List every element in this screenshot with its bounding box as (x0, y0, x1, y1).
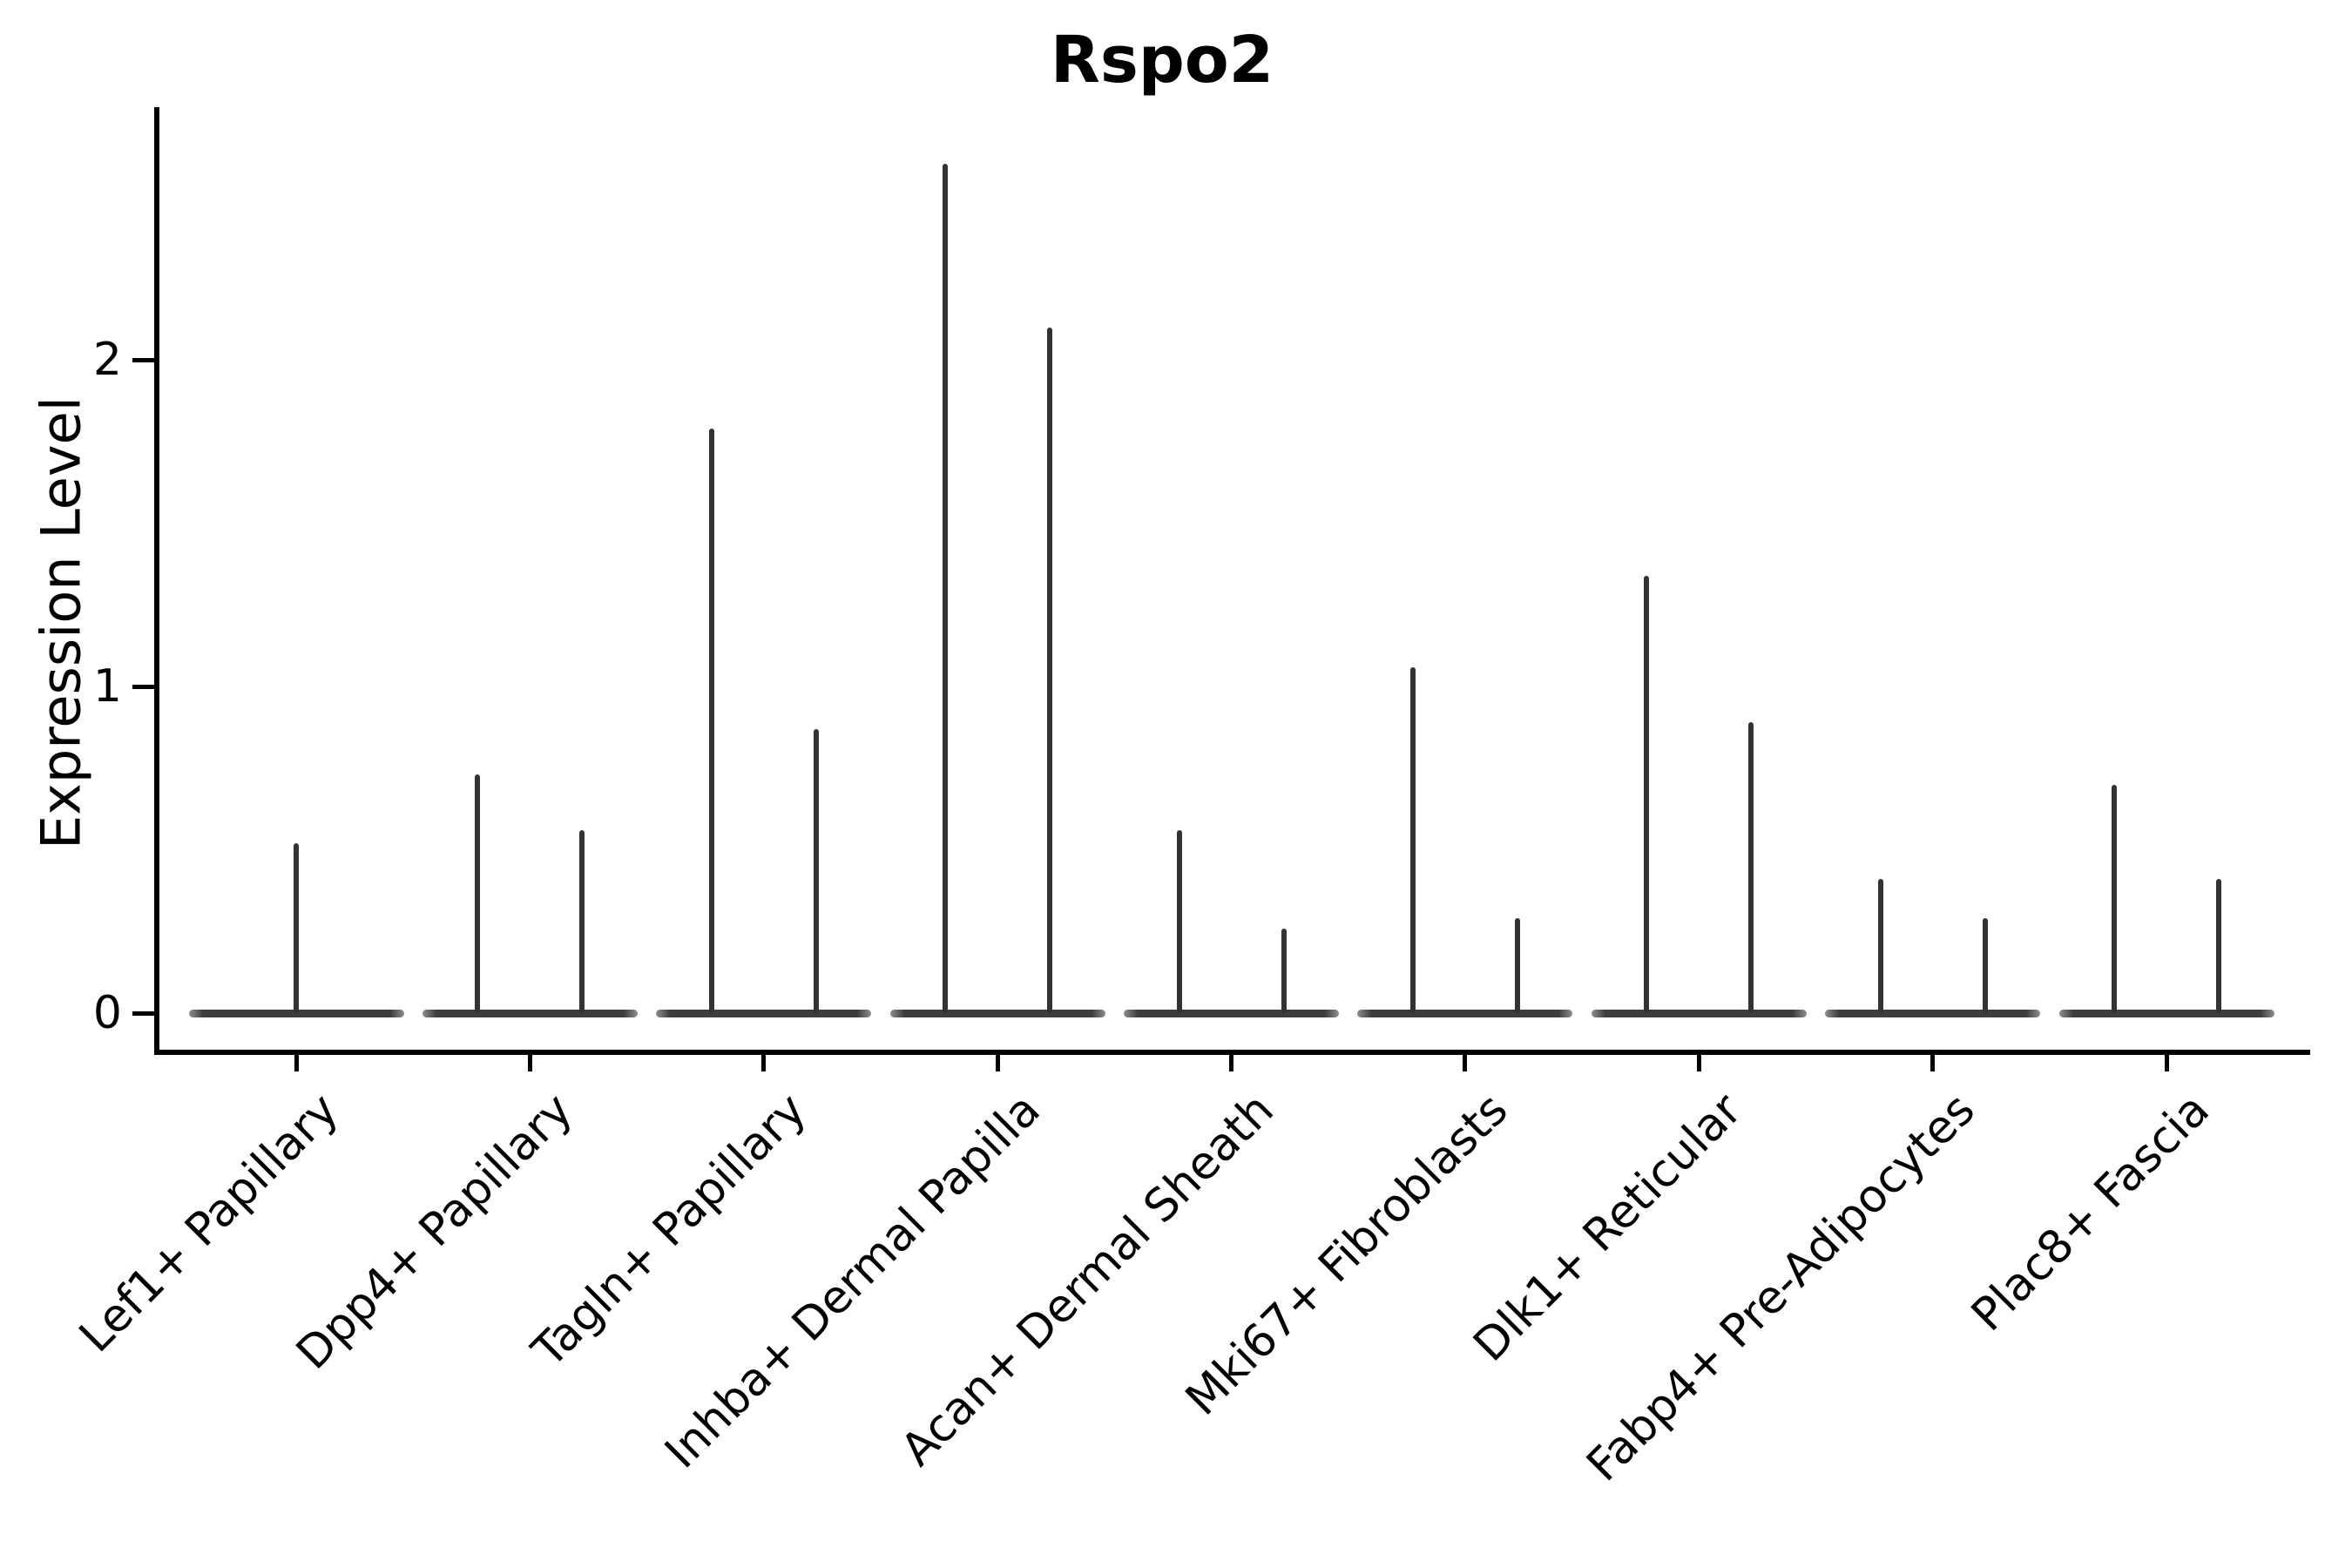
y-tick-mark (132, 357, 154, 362)
violin-spike (1409, 666, 1416, 1013)
x-tick-label: Fabp4+ Pre-Adipocytes (1577, 1084, 1986, 1492)
violin-base (1124, 1009, 1339, 1017)
x-tick-mark (995, 1055, 1000, 1071)
violin-spike (1877, 879, 1883, 1013)
x-axis-spine (154, 1050, 2310, 1055)
violin-base (188, 1009, 404, 1017)
y-tick-label: 2 (92, 334, 122, 386)
violin-base (889, 1009, 1105, 1017)
violin-spike (1748, 722, 1754, 1013)
x-tick-mark (1463, 1055, 1468, 1071)
x-tick-mark (761, 1055, 767, 1071)
violin-base (422, 1009, 638, 1017)
violin-base (2058, 1009, 2274, 1017)
y-axis-spine (154, 107, 159, 1055)
violin-base (656, 1009, 872, 1017)
y-tick-label: 0 (92, 987, 122, 1039)
x-tick-label: Inhba+ Dermal Papilla (655, 1084, 1051, 1479)
violin-spike (579, 830, 585, 1013)
x-tick-label: Acan+ Dermal Sheath (891, 1084, 1284, 1477)
chart-title: Rspo2 (1050, 23, 1274, 98)
violin-spike (943, 164, 949, 1013)
violin-base (1591, 1009, 1807, 1017)
violin-spike (2216, 879, 2221, 1013)
violin-spike (1982, 918, 1988, 1013)
violin-spike (2112, 784, 2117, 1013)
violin-spike (813, 728, 819, 1013)
violin-spike (1644, 575, 1650, 1013)
x-tick-mark (294, 1055, 299, 1071)
violin-spike (1176, 830, 1182, 1013)
y-axis-label: Expression Level (29, 396, 93, 849)
x-tick-mark (2164, 1055, 2169, 1071)
x-tick-label: Plac8+ Fascia (1961, 1084, 2220, 1342)
violin-base (1357, 1009, 1573, 1017)
violin-spike (475, 774, 481, 1013)
y-tick-mark (132, 1010, 154, 1016)
x-tick-mark (1696, 1055, 1701, 1071)
violin-spike (1047, 327, 1053, 1013)
violin-spike (294, 843, 299, 1013)
y-tick-label: 1 (92, 660, 122, 713)
violin-base (1825, 1009, 2041, 1017)
violin-spike (1281, 928, 1287, 1013)
y-tick-mark (132, 684, 154, 689)
violin-spike (708, 428, 714, 1013)
x-tick-mark (527, 1055, 532, 1071)
x-tick-mark (1930, 1055, 1936, 1071)
violin-spike (1514, 918, 1520, 1013)
x-tick-mark (1229, 1055, 1233, 1071)
